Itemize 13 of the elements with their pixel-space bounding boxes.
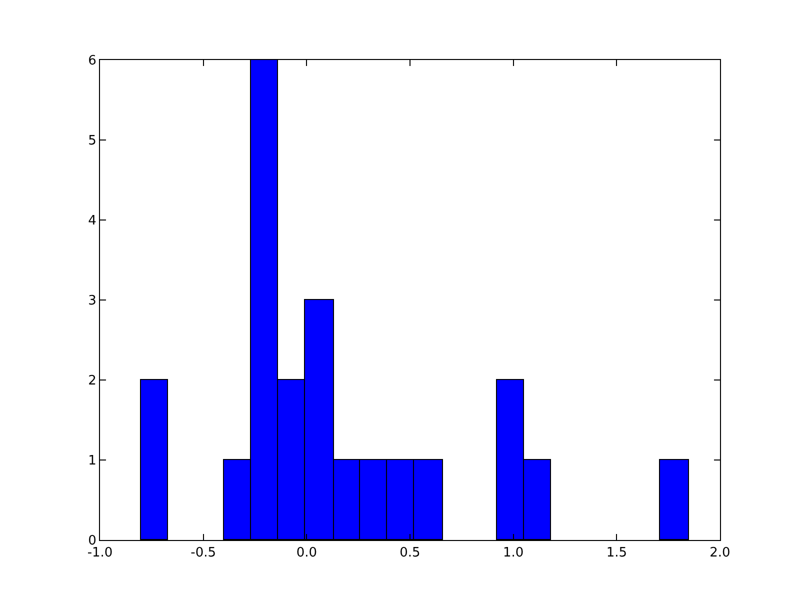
x-tick-label: 2.0 — [710, 546, 730, 561]
x-tick-label: 0.0 — [296, 546, 318, 561]
y-tick-label: 2 — [88, 374, 96, 389]
x-tick-label: 1.5 — [606, 546, 628, 561]
y-tick-label: 3 — [88, 294, 96, 309]
y-tick-label: 4 — [88, 214, 96, 229]
y-tick-label: 6 — [88, 54, 96, 69]
x-tick-label: -0.5 — [190, 546, 216, 561]
x-tick-label: -1.0 — [87, 546, 113, 561]
x-tick-label: 1.0 — [502, 546, 524, 561]
x-tick-label: 0.5 — [400, 546, 420, 561]
y-tick-label: 1 — [88, 454, 96, 469]
y-tick-label: 5 — [88, 134, 96, 149]
